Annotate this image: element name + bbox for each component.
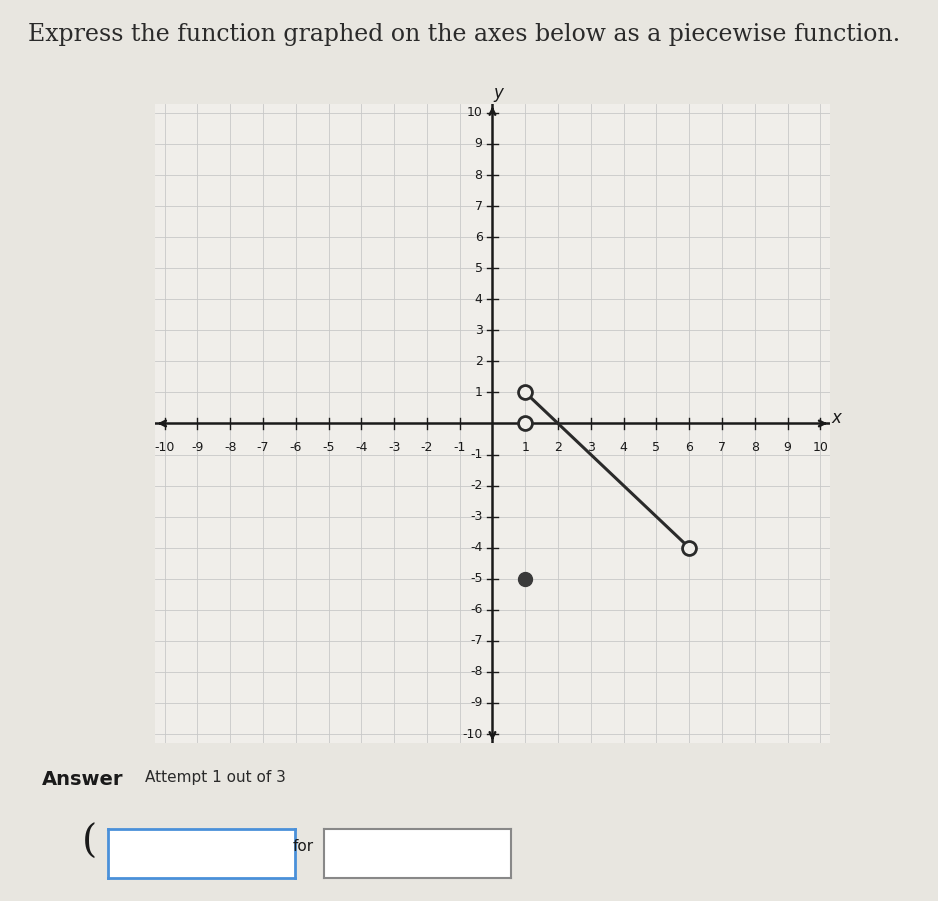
Text: 6: 6 bbox=[686, 441, 693, 453]
Text: -3: -3 bbox=[388, 441, 401, 453]
Text: -9: -9 bbox=[191, 441, 204, 453]
Text: 8: 8 bbox=[750, 441, 759, 453]
Text: 7: 7 bbox=[718, 441, 726, 453]
Text: 8: 8 bbox=[475, 168, 483, 181]
Text: 9: 9 bbox=[783, 441, 792, 453]
Text: -1: -1 bbox=[470, 448, 483, 461]
Text: 1: 1 bbox=[475, 386, 483, 399]
Text: -8: -8 bbox=[224, 441, 236, 453]
Text: y: y bbox=[493, 84, 504, 102]
Text: 7: 7 bbox=[475, 200, 483, 213]
Text: -6: -6 bbox=[470, 604, 483, 616]
Text: (: ( bbox=[82, 824, 97, 861]
Text: x: x bbox=[832, 409, 841, 427]
Text: 4: 4 bbox=[475, 293, 483, 305]
Text: 5: 5 bbox=[652, 441, 660, 453]
Text: 2: 2 bbox=[554, 441, 562, 453]
Text: -10: -10 bbox=[155, 441, 174, 453]
Text: -3: -3 bbox=[470, 510, 483, 523]
Text: -5: -5 bbox=[323, 441, 335, 453]
Text: 10: 10 bbox=[812, 441, 828, 453]
Text: -1: -1 bbox=[453, 441, 466, 453]
Text: -7: -7 bbox=[257, 441, 269, 453]
Text: -2: -2 bbox=[421, 441, 433, 453]
Text: 3: 3 bbox=[475, 323, 483, 337]
Text: 10: 10 bbox=[467, 106, 483, 120]
Text: -10: -10 bbox=[462, 727, 483, 741]
Text: -4: -4 bbox=[470, 542, 483, 554]
Text: -8: -8 bbox=[470, 666, 483, 678]
Text: 6: 6 bbox=[475, 231, 483, 243]
Text: Attempt 1 out of 3: Attempt 1 out of 3 bbox=[145, 770, 286, 786]
Text: -2: -2 bbox=[470, 479, 483, 492]
Text: 3: 3 bbox=[587, 441, 595, 453]
Text: -6: -6 bbox=[290, 441, 302, 453]
Text: Express the function graphed on the axes below as a piecewise function.: Express the function graphed on the axes… bbox=[28, 23, 900, 46]
Text: -5: -5 bbox=[470, 572, 483, 586]
Text: Answer: Answer bbox=[42, 770, 124, 789]
Text: for: for bbox=[293, 840, 313, 854]
Text: 5: 5 bbox=[475, 261, 483, 275]
Text: 4: 4 bbox=[620, 441, 628, 453]
Text: 1: 1 bbox=[522, 441, 529, 453]
Text: 2: 2 bbox=[475, 355, 483, 368]
Text: -7: -7 bbox=[470, 634, 483, 647]
Text: -9: -9 bbox=[470, 696, 483, 709]
Text: -4: -4 bbox=[356, 441, 368, 453]
Text: 9: 9 bbox=[475, 138, 483, 150]
